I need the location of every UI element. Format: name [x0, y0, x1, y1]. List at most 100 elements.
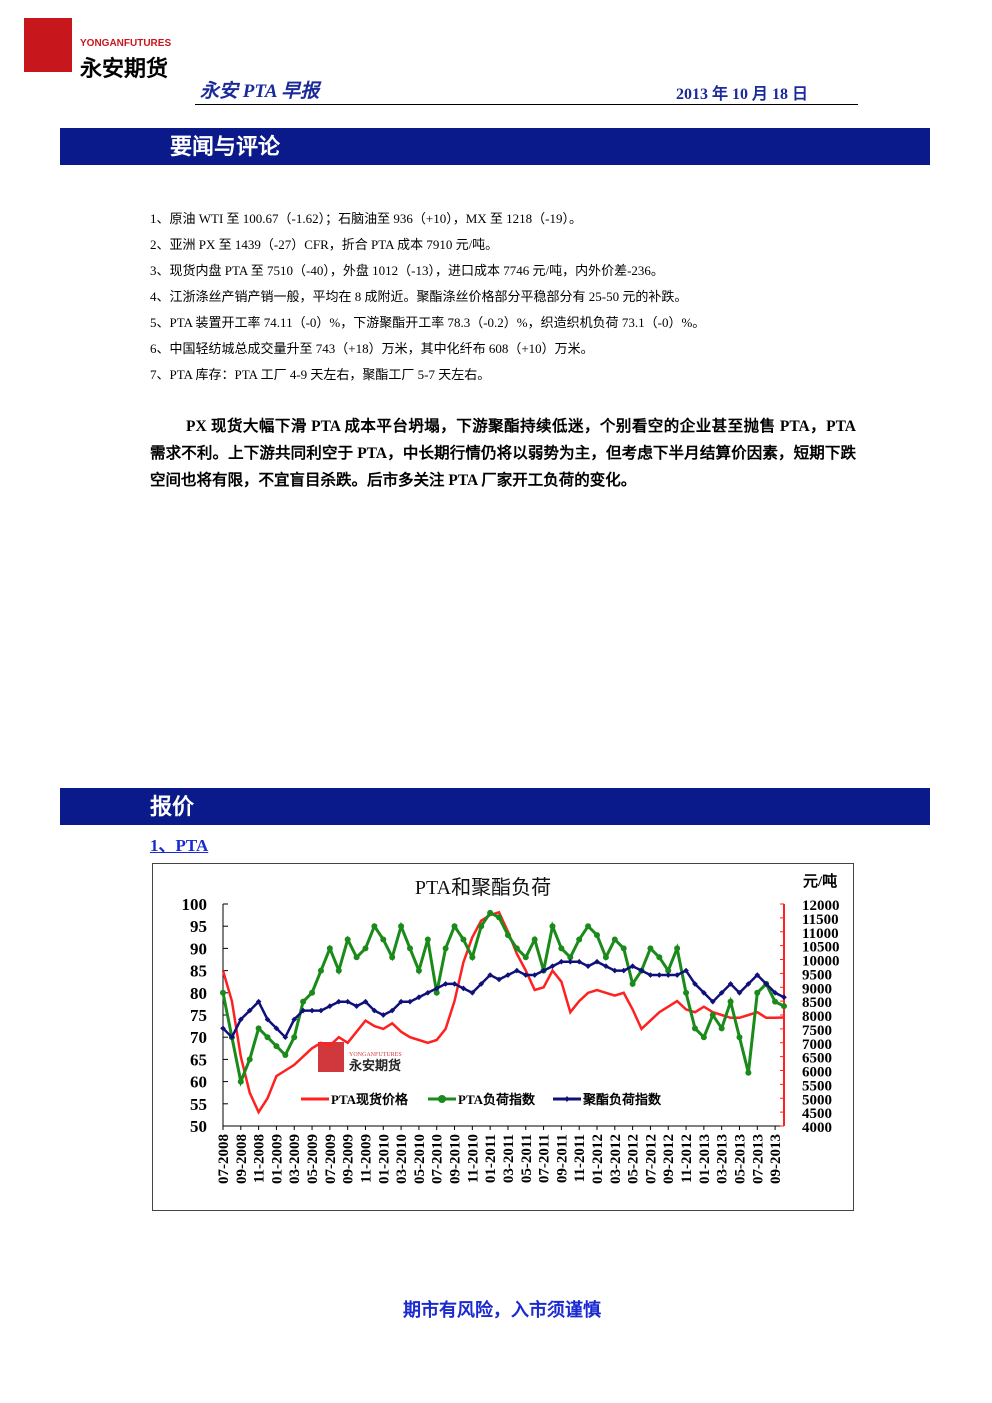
comment: PX 现货大幅下滑 PTA 成本平台坍塌，下游聚酯持续低迷，个别看空的企业甚至抛…	[150, 418, 856, 489]
point	[611, 936, 618, 943]
y-tick-label: 50	[190, 1117, 207, 1136]
series-line	[221, 910, 785, 1115]
y-tick-label: 55	[190, 1095, 207, 1114]
x-tick-label: 03-2011	[501, 1134, 517, 1183]
point	[629, 980, 636, 987]
point	[602, 954, 609, 961]
y-tick-label: 75	[190, 1006, 207, 1025]
x-tick-label: 11-2011	[572, 1134, 588, 1182]
y-tick-label: 90	[190, 939, 207, 958]
y2-tick-label: 4500	[802, 1106, 832, 1122]
x-tick-label: 05-2011	[519, 1134, 535, 1183]
news-item: 4、江浙涤丝产销产销一般，平均在 8 成附近。聚酯涤丝价格部分平稳部分有 25-…	[150, 289, 688, 304]
chart: PTA和聚酯负荷 元/吨 50 55 60 65 70 75 80 85 90 95 100 400045…	[182, 872, 840, 1184]
y2-tick-label: 10500	[802, 940, 840, 956]
x-tick-label: 11-2008	[252, 1134, 268, 1183]
point	[531, 936, 538, 943]
point	[656, 972, 663, 978]
x-tick-label: 03-2009	[287, 1134, 303, 1184]
point	[398, 998, 404, 1005]
y-tick-label: 95	[190, 917, 207, 936]
x-tick-label: 01-2011	[483, 1134, 499, 1183]
point	[318, 1007, 324, 1014]
point	[282, 1051, 289, 1058]
point	[291, 1034, 298, 1041]
point	[620, 967, 627, 974]
point	[674, 945, 681, 952]
report-title: 永安 PTA 早报	[200, 81, 320, 102]
watermark-brand-en: YONGANFUTURES	[349, 1052, 402, 1058]
x-tick-label: 07-2011	[537, 1134, 553, 1183]
news-item: 5、PTA 装置开工率 74.11（-0）%，下游聚酯开工率 78.3（-0.2…	[150, 315, 706, 330]
y2-tick-label: 7000	[802, 1037, 832, 1053]
point	[754, 972, 761, 978]
point	[362, 998, 369, 1005]
point	[380, 936, 387, 943]
point	[674, 972, 680, 978]
point	[371, 923, 378, 930]
point	[317, 967, 324, 974]
point	[220, 989, 226, 996]
point	[727, 998, 734, 1005]
point	[389, 954, 396, 961]
x-tick-label: 07-2012	[643, 1134, 659, 1184]
subsection-title: 1、PTA	[150, 836, 209, 855]
x-tick-label: 01-2010	[376, 1134, 392, 1184]
point	[576, 958, 583, 965]
point	[353, 954, 360, 961]
point	[344, 998, 351, 1005]
point	[736, 989, 743, 996]
point	[683, 989, 690, 996]
news-item: 3、现货内盘 PTA 至 7510（-40），外盘 1012（-13），进口成本…	[150, 263, 664, 278]
x-tick-label: 03-2010	[394, 1134, 410, 1184]
point	[594, 932, 600, 939]
y-tick-label: 85	[190, 962, 207, 981]
news-item: 7、PTA 库存：PTA 工厂 4-9 天左右，聚酯工厂 5-7 天左右。	[150, 367, 491, 382]
point	[781, 1003, 787, 1010]
point	[603, 963, 609, 969]
point	[478, 923, 485, 930]
y-tick-label: 65	[190, 1050, 207, 1069]
point	[291, 1016, 298, 1023]
section-bar: 要闻与评论	[60, 128, 930, 165]
point	[585, 923, 592, 930]
point	[415, 967, 422, 974]
section-bar: 报价	[60, 788, 930, 825]
point	[549, 923, 556, 930]
y2-tick-label: 6000	[802, 1065, 832, 1081]
point	[683, 967, 689, 974]
point	[371, 1007, 378, 1014]
y-tick-label: 80	[190, 984, 207, 1003]
point	[424, 936, 431, 943]
point	[763, 981, 770, 987]
y2-axis-label: 元/吨	[803, 872, 837, 890]
point	[745, 1069, 752, 1076]
legend-label: PTA现货价格	[331, 1092, 409, 1107]
point	[442, 945, 449, 952]
point	[754, 989, 761, 996]
point	[736, 1034, 743, 1041]
x-tick-label: 09-2012	[661, 1134, 677, 1184]
point	[611, 967, 618, 974]
y2-tick-label: 8500	[802, 995, 832, 1011]
x-tick-label: 01-2013	[697, 1134, 713, 1184]
x-tick-label: 11-2009	[358, 1134, 374, 1183]
legend-label: 聚酯负荷指数	[582, 1092, 662, 1107]
point	[620, 945, 627, 952]
y2-tick-label: 4000	[802, 1120, 832, 1136]
point	[585, 963, 591, 969]
brand-en: YONGANFUTURES	[80, 38, 172, 49]
point	[745, 981, 752, 987]
point	[513, 945, 520, 952]
point	[246, 1007, 253, 1014]
news-item: 6、中国轻纺城总成交量升至 743（+18）万米，其中化纤布 608（+10）万…	[150, 341, 594, 356]
y2-tick-label: 11500	[802, 912, 839, 928]
x-tick-label: 07-2010	[430, 1134, 446, 1184]
x-tick-label: 03-2012	[608, 1134, 624, 1184]
point	[255, 998, 262, 1005]
point	[567, 954, 574, 961]
y2-tick-label: 12000	[802, 898, 840, 914]
chart-frame: PTA和聚酯负荷 元/吨 50 55 60 65 70 75 80 85 90 95 100 4000 45…	[152, 863, 854, 1211]
point	[781, 994, 787, 1001]
